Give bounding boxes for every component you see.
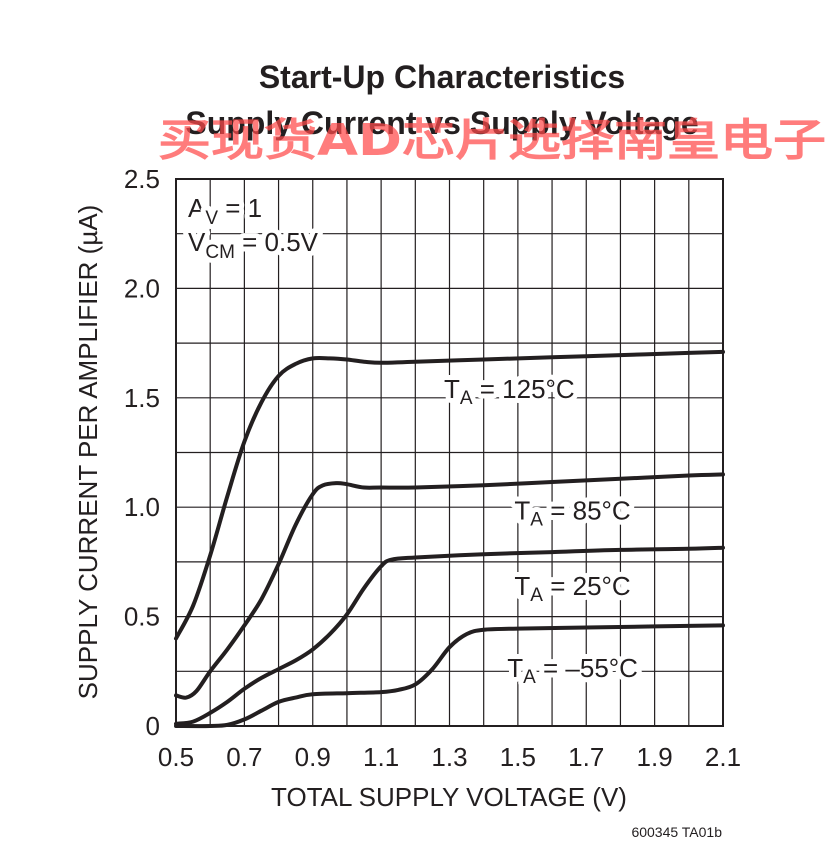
x-tick-label: 0.7	[226, 742, 262, 772]
y-axis-label: SUPPLY CURRENT PER AMPLIFIER (µA)	[73, 205, 103, 700]
x-tick-label: 0.5	[158, 742, 194, 772]
condition-label: AV = 1	[188, 193, 262, 229]
y-tick-label: 1.0	[124, 492, 160, 522]
series-line	[174, 472, 725, 700]
y-tick-label: 2.5	[124, 164, 160, 194]
chart-subtitle: Supply Current vs Supply Voltage	[185, 105, 698, 141]
chart-title: Start-Up Characteristics	[259, 59, 625, 95]
y-tick-label: 0	[146, 711, 160, 741]
x-tick-label: 0.9	[295, 742, 331, 772]
series-layer	[174, 349, 725, 729]
y-tick-label: 2.0	[124, 273, 160, 303]
labels-layer: TA = 125°C TA = 85°C TA = 25°C TA = –55°C AV…	[183, 188, 643, 693]
ticks-layer: 0.5 0.7 0.9 1.1 1.3 1.5 1.7 1.9 2.100.51.01.52.0…	[124, 164, 741, 772]
x-tick-label: 1.5	[500, 742, 536, 772]
x-tick-label: 1.9	[637, 742, 673, 772]
x-tick-label: 1.1	[363, 742, 399, 772]
figure-id: 600345 TA01b	[631, 824, 722, 840]
plot-frame	[175, 178, 724, 727]
series-line	[174, 623, 725, 729]
series-line	[174, 545, 725, 726]
series-label: TA = 125°C	[444, 374, 575, 409]
x-tick-label: 2.1	[705, 742, 741, 772]
grid	[176, 179, 723, 726]
series-label: TA = 85°C	[514, 495, 630, 530]
x-tick-label: 1.7	[568, 742, 604, 772]
y-tick-label: 0.5	[124, 602, 160, 632]
series-label: TA = –55°C	[507, 653, 638, 688]
watermark: 买现货AD芯片选择南皇电子	[158, 115, 826, 166]
x-axis-label: TOTAL SUPPLY VOLTAGE (V)	[271, 782, 627, 812]
series-label: TA = 25°C	[514, 571, 630, 606]
condition-label: VCM = 0.5V	[188, 227, 319, 263]
series-line	[174, 349, 725, 641]
x-tick-label: 1.3	[431, 742, 467, 772]
y-tick-label: 1.5	[124, 383, 160, 413]
